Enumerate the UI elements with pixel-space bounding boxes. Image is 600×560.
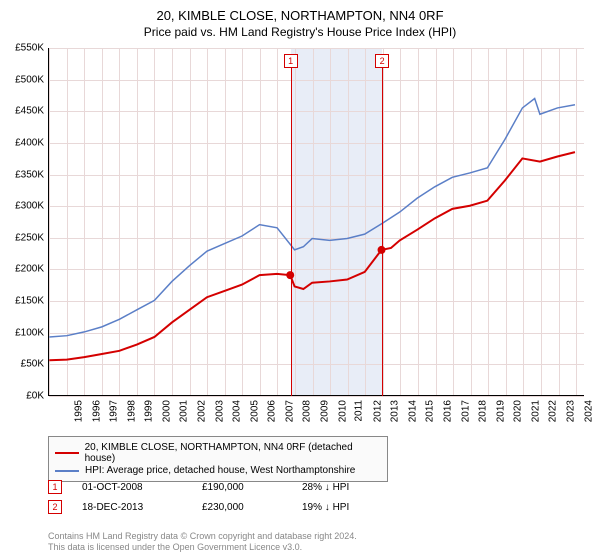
x-axis-label: 2012 [372, 400, 383, 422]
x-axis-label: 2019 [495, 400, 506, 422]
legend-swatch [55, 452, 79, 454]
x-axis-label: 1999 [144, 400, 155, 422]
x-axis-label: 2014 [407, 400, 418, 422]
x-axis-label: 1996 [91, 400, 102, 422]
x-axis-label: 2011 [354, 400, 365, 422]
y-axis-label: £550K [2, 43, 44, 54]
y-axis-label: £0K [2, 391, 44, 402]
footer-line: This data is licensed under the Open Gov… [48, 542, 357, 554]
x-axis-label: 2000 [161, 400, 172, 422]
x-axis-label: 2006 [267, 400, 278, 422]
x-axis-label: 1998 [126, 400, 137, 422]
x-axis-label: 2016 [442, 400, 453, 422]
sale-date: 01-OCT-2008 [82, 482, 182, 493]
chart: 12 [48, 48, 584, 396]
sale-marker-line [291, 68, 292, 396]
gridline-h [49, 396, 584, 397]
x-axis-label: 2018 [477, 400, 488, 422]
footer-attribution: Contains HM Land Registry data © Crown c… [48, 531, 357, 554]
x-axis-label: 2013 [390, 400, 401, 422]
legend-item: 20, KIMBLE CLOSE, NORTHAMPTON, NN4 0RF (… [55, 442, 381, 464]
legend-label: 20, KIMBLE CLOSE, NORTHAMPTON, NN4 0RF (… [85, 442, 381, 464]
x-axis-label: 2002 [196, 400, 207, 422]
sale-row-marker: 1 [48, 480, 62, 494]
y-axis-label: £300K [2, 201, 44, 212]
legend-item: HPI: Average price, detached house, West… [55, 465, 381, 476]
x-axis-label: 2001 [179, 400, 190, 422]
x-axis-label: 2005 [249, 400, 260, 422]
sale-row: 2 18-DEC-2013 £230,000 19% ↓ HPI [48, 500, 349, 514]
x-axis-label: 2020 [513, 400, 524, 422]
sale-delta: 19% ↓ HPI [302, 502, 349, 513]
x-axis-label: 2010 [337, 400, 348, 422]
y-axis-label: £500K [2, 74, 44, 85]
y-axis-label: £350K [2, 169, 44, 180]
legend-label: HPI: Average price, detached house, West… [85, 465, 355, 476]
x-axis-label: 2015 [425, 400, 436, 422]
sale-marker: 2 [375, 54, 389, 68]
y-axis-label: £100K [2, 327, 44, 338]
x-axis-label: 2007 [284, 400, 295, 422]
chart-lines [49, 48, 584, 395]
sale-date: 18-DEC-2013 [82, 502, 182, 513]
x-axis-label: 2009 [319, 400, 330, 422]
sale-marker: 1 [284, 54, 298, 68]
page-title: 20, KIMBLE CLOSE, NORTHAMPTON, NN4 0RF [0, 0, 600, 23]
sale-row: 1 01-OCT-2008 £190,000 28% ↓ HPI [48, 480, 349, 494]
y-axis-label: £250K [2, 232, 44, 243]
page-subtitle: Price paid vs. HM Land Registry's House … [0, 25, 600, 39]
y-axis-label: £450K [2, 106, 44, 117]
y-axis-label: £200K [2, 264, 44, 275]
sale-delta: 28% ↓ HPI [302, 482, 349, 493]
x-axis-label: 2021 [530, 400, 541, 422]
series-property [49, 152, 575, 360]
sale-row-marker: 2 [48, 500, 62, 514]
sale-price: £190,000 [202, 482, 282, 493]
x-axis-label: 2003 [214, 400, 225, 422]
x-axis-label: 2023 [565, 400, 576, 422]
y-axis-label: £150K [2, 296, 44, 307]
x-axis-label: 2004 [231, 400, 242, 422]
x-axis-label: 2008 [302, 400, 313, 422]
x-axis-label: 2022 [548, 400, 559, 422]
legend-swatch [55, 470, 79, 472]
x-axis-label: 1997 [108, 400, 119, 422]
sale-price: £230,000 [202, 502, 282, 513]
x-axis-label: 1995 [73, 400, 84, 422]
footer-line: Contains HM Land Registry data © Crown c… [48, 531, 357, 543]
y-axis-label: £400K [2, 137, 44, 148]
x-axis-label: 2024 [583, 400, 594, 422]
sale-marker-line [382, 68, 383, 396]
x-axis-label: 2017 [460, 400, 471, 422]
series-hpi [49, 98, 575, 336]
y-axis-label: £50K [2, 359, 44, 370]
legend: 20, KIMBLE CLOSE, NORTHAMPTON, NN4 0RF (… [48, 436, 388, 482]
